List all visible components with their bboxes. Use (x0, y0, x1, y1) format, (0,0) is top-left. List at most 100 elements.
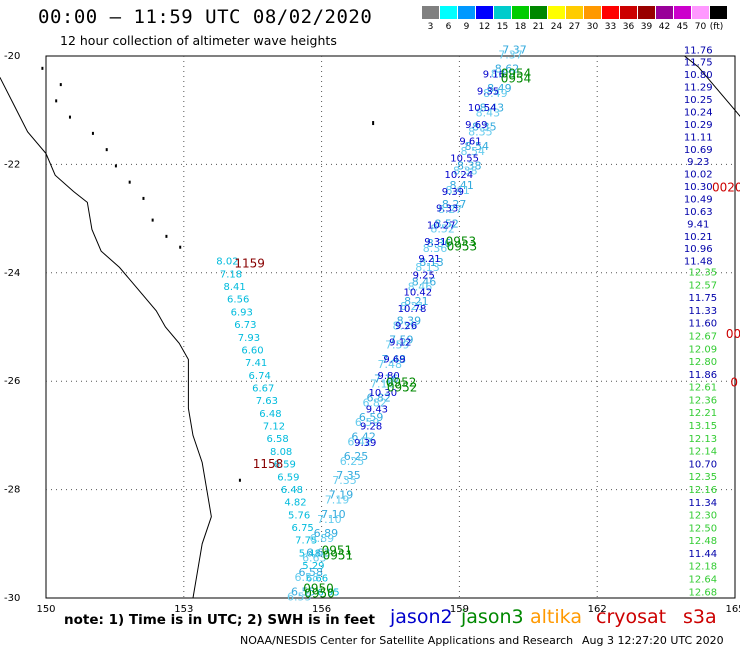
lon-tick-label: 162 (588, 604, 607, 615)
swh-value-diagonal-track: 8.41 (445, 184, 470, 197)
swh-value-diagonal-track: 9.26 (395, 321, 417, 332)
swh-value-diagonal-track: 7.35 (336, 469, 361, 482)
swh-value-diagonal-track: 9.25 (413, 271, 435, 282)
map-title: 00:00 – 11:59 UTC 08/02/2020 (38, 6, 373, 28)
legend-swatch (476, 6, 493, 19)
legend-label: 36 (622, 22, 635, 32)
swh-value-diagonal-track: 8.46 (408, 281, 433, 294)
legend-swatch (656, 6, 673, 19)
swh-value-right-track: 11.29 (684, 83, 713, 94)
swh-value-diagonal-track: 9.33 (436, 204, 458, 215)
swh-value-right-track: 10.25 (684, 95, 713, 106)
legend-swatch (692, 6, 709, 19)
legend-label: 3 (427, 22, 434, 32)
swh-value-left-track: 7.75 (295, 536, 317, 547)
time-label: 0953 (447, 240, 478, 254)
swh-value-right-track: 12.09 (689, 344, 718, 355)
legend-label: 21 (532, 22, 545, 32)
swh-value-diagonal-track: 8.36 (427, 237, 452, 250)
swh-value-right-track: 12.68 (689, 587, 718, 598)
swh-value-diagonal-track: 8.13 (415, 261, 440, 274)
reef-mark (59, 83, 62, 87)
swh-value-left-track: 6.58 (266, 434, 288, 445)
swh-value-right-track: 11.60 (689, 319, 718, 330)
legend-label: 39 (640, 22, 653, 32)
legend-label: 70 (694, 22, 707, 32)
swh-value-left-track: 7.18 (220, 269, 242, 280)
time-label: 0952 (387, 381, 418, 395)
swh-value-diagonal-track: 9.12 (389, 338, 411, 349)
footnote: note: 1) Time is in UTC; 2) SWH is in fe… (64, 612, 375, 628)
swh-value-right-track: 10.70 (689, 459, 718, 470)
satellite-cryosat: cryosat (596, 606, 667, 628)
swh-value-right-track: 13.15 (689, 421, 718, 432)
swh-value-left-track: 6.48 (281, 485, 303, 496)
swh-value-diagonal-track: 6.42 (351, 430, 376, 443)
swh-value-right-track: 10.96 (684, 244, 713, 255)
time-label: 1159 (234, 256, 265, 270)
legend-swatch (494, 6, 511, 19)
lat-tick-label: -22 (4, 159, 20, 170)
swh-value-right-track: 12.35 (689, 268, 718, 279)
swh-value-left-track: 5.48 (299, 548, 321, 559)
swh-value-left-track: 4.82 (284, 498, 306, 509)
time-label: 1158 (253, 457, 284, 471)
lon-tick-label: 153 (174, 604, 193, 615)
swh-value-right-track: 12.61 (689, 383, 718, 394)
swh-value-right-track: 10.29 (684, 120, 713, 131)
swh-value-diagonal-track: 9.31 (424, 237, 446, 248)
swh-value-left-track: 7.41 (245, 358, 267, 369)
legend-swatch (674, 6, 691, 19)
swh-value-diagonal-track: 8.39 (393, 319, 418, 332)
swh-value-diagonal-track: 6.58 (299, 566, 324, 579)
swh-value-right-track: 11.75 (684, 58, 713, 69)
time-label: 0951 (323, 549, 354, 563)
lon-tick-label: 150 (36, 604, 55, 615)
swh-value-diagonal-track: 6.58 (295, 571, 320, 584)
reef-mark (114, 164, 117, 168)
swh-value-right-track: 12.80 (689, 357, 718, 368)
swh-value-diagonal-track: 8.21 (404, 295, 429, 308)
swh-value-diagonal-track: 7.48 (382, 353, 407, 366)
swh-value-left-track: 7.12 (263, 422, 285, 433)
legend-label: (ft) (709, 22, 724, 32)
swh-value-right-track: 11.11 (684, 132, 713, 143)
legend-label: 45 (676, 22, 689, 32)
swh-value-left-track: 8.41 (223, 282, 245, 293)
lat-tick-label: -20 (4, 51, 20, 62)
swh-value-left-track: 6.74 (249, 371, 271, 382)
swh-value-diagonal-track: 10.42 (404, 287, 433, 298)
swh-value-diagonal-track: 7.59 (389, 334, 414, 347)
swh-value-diagonal-track: 6.59 (355, 416, 380, 429)
swh-value-diagonal-track: 8.36 (423, 242, 448, 255)
swh-value-left-track: 6.73 (234, 320, 256, 331)
legend-label: 24 (550, 22, 563, 32)
swh-value-right-track: 10.69 (684, 145, 713, 156)
swh-value-right-track: 11.48 (684, 257, 713, 268)
satellite-altika: altika (530, 606, 582, 628)
lon-tick-label: 159 (450, 604, 469, 615)
reef-mark (105, 148, 108, 152)
swh-value-diagonal-track: 8.52 (434, 218, 459, 231)
swh-value-left-track: 5.29 (302, 561, 324, 572)
swh-value-diagonal-track: 6.55 (291, 585, 316, 598)
swh-value-diagonal-track: 8.39 (397, 314, 422, 327)
swh-value-diagonal-track: 9.28 (360, 421, 382, 432)
swh-value-right-track: 12.21 (689, 408, 718, 419)
swh-value-left-track: 6.60 (241, 345, 263, 356)
swh-value-left-track: 8.08 (270, 447, 292, 458)
lat-tick-label: -24 (4, 268, 20, 279)
swh-value-right-track: 11.76 (684, 45, 713, 56)
lat-tick-label: -26 (4, 376, 20, 387)
swh-value-left-track: 7.63 (256, 396, 278, 407)
legend-label: 30 (586, 22, 599, 32)
reef-mark (238, 478, 241, 482)
swh-value-diagonal-track: 9.80 (377, 371, 399, 382)
swh-value-right-track: 12.14 (689, 447, 718, 458)
swh-value-right-track: 12.57 (689, 280, 718, 291)
swh-value-diagonal-track: 8.35 (472, 121, 497, 134)
swh-value-diagonal-track: 8.46 (412, 276, 437, 289)
swh-value-right-track: 9.41 (687, 219, 709, 230)
swh-value-diagonal-track: 8.54 (461, 145, 486, 158)
swh-value-left-track: 6.93 (231, 307, 253, 318)
